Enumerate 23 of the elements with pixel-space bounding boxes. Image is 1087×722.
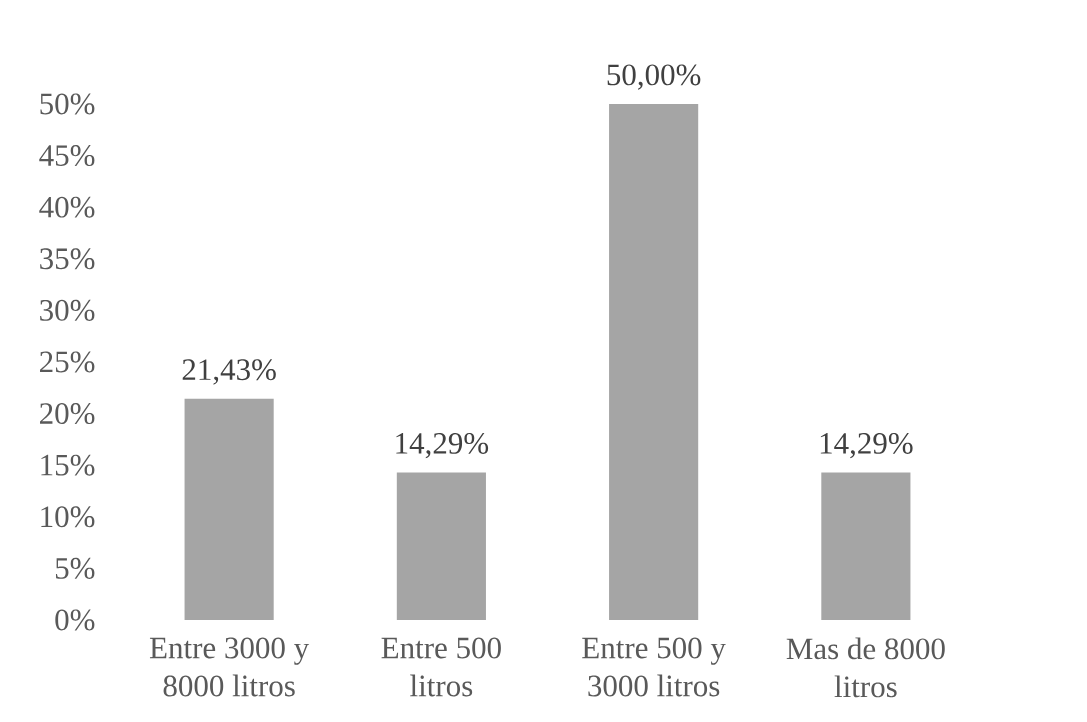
y-tick-label: 45% — [39, 145, 95, 167]
x-tick-label: Entre 3000 y 8000 litros — [149, 637, 310, 697]
data-label: 50,00% — [607, 64, 701, 90]
y-tick-label: 50% — [40, 93, 95, 115]
data-label: 14,29% — [396, 432, 489, 459]
x-tick-label: Entre 500 y 3000 litros — [582, 637, 726, 697]
y-tick-label: 20% — [40, 403, 95, 425]
x-tick-label: Entre 500 litros — [381, 637, 501, 697]
data-label: 21,43% — [182, 359, 276, 385]
y-tick-label: 25% — [40, 351, 95, 373]
bar — [609, 103, 699, 620]
y-tick-label: 10% — [41, 506, 95, 528]
y-tick-label: 40% — [39, 196, 95, 218]
bar — [184, 398, 274, 620]
bar — [396, 472, 486, 620]
y-tick-label: 5% — [55, 557, 95, 579]
y-tick-label: 35% — [40, 248, 95, 270]
y-tick-label: 15% — [41, 454, 95, 476]
x-tick-label: Mas de 8000 litros — [786, 637, 945, 698]
bar — [821, 472, 911, 620]
y-tick-label: 0% — [55, 609, 95, 631]
y-tick-label: 30% — [40, 299, 95, 321]
data-label: 14,29% — [820, 432, 913, 459]
